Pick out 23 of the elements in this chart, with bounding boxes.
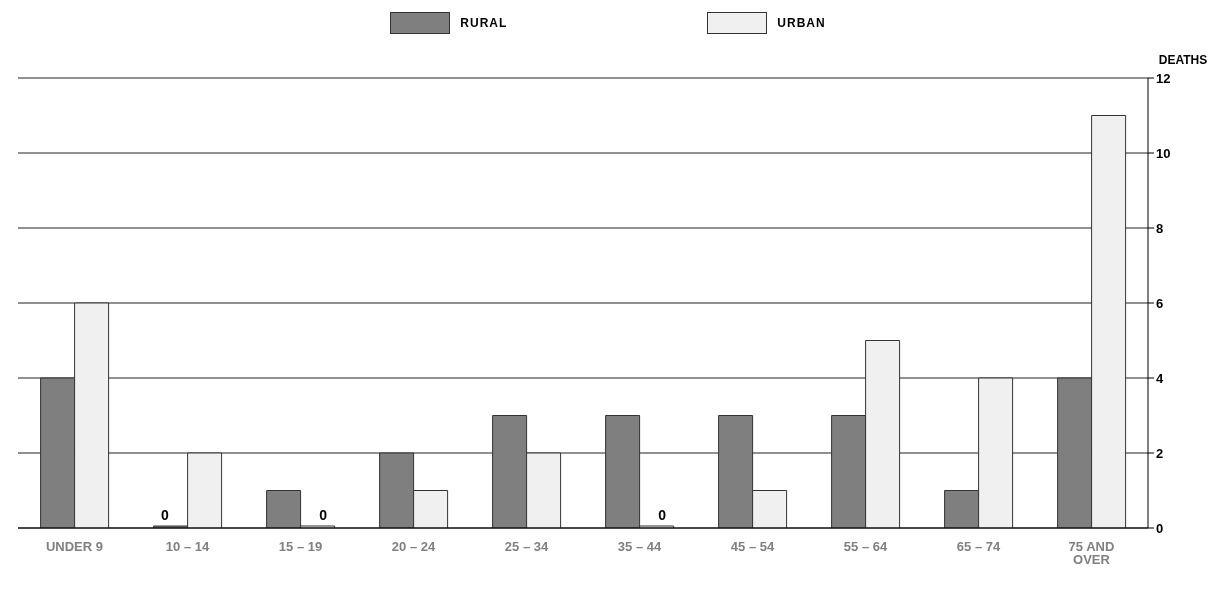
x-tick-label: 35 – 44: [617, 539, 662, 555]
data-label: 0: [161, 507, 169, 523]
y-tick-label: 2: [1156, 445, 1164, 461]
y-tick-label: 0: [1156, 520, 1164, 536]
x-tick-label: 15 – 19: [278, 539, 323, 555]
x-tick-label: 45 – 54: [730, 539, 775, 555]
y-tick-label: 4: [1156, 370, 1164, 386]
x-tick-label: 25 – 34: [504, 539, 549, 555]
legend-label: RURAL: [460, 16, 508, 30]
x-tick-label: 20 – 24: [391, 539, 436, 555]
y-axis-title: DEATHS: [1158, 53, 1208, 67]
x-tick-label: 65 – 74: [956, 539, 1001, 555]
x-tick-label: 10 – 14: [165, 539, 210, 555]
data-label: 0: [658, 507, 667, 523]
y-tick-label: 10: [1156, 145, 1171, 161]
y-tick-label: 8: [1156, 220, 1164, 236]
data-label: 0: [319, 507, 328, 523]
x-tick-label: 75 AND OVER: [1068, 539, 1115, 568]
legend-label: URBAN: [777, 16, 826, 30]
y-tick-label: 6: [1156, 295, 1164, 311]
x-tick-label: UNDER 9: [45, 539, 104, 555]
x-tick-label: 55 – 64: [843, 539, 888, 555]
y-tick-label: 12: [1156, 70, 1171, 86]
